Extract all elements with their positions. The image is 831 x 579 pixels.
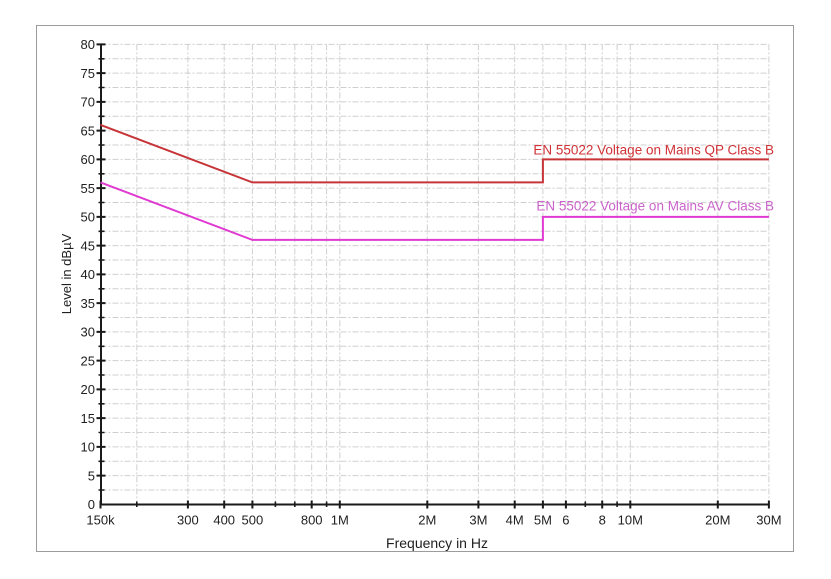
svg-text:800: 800	[301, 513, 323, 528]
svg-text:4M: 4M	[506, 513, 524, 528]
svg-text:2M: 2M	[418, 513, 436, 528]
svg-text:30M: 30M	[756, 513, 781, 528]
svg-text:5: 5	[88, 468, 95, 483]
svg-text:75: 75	[81, 66, 95, 81]
svg-text:25: 25	[81, 353, 95, 368]
svg-text:10: 10	[81, 440, 95, 455]
svg-text:40: 40	[81, 267, 95, 282]
svg-text:15: 15	[81, 411, 95, 426]
svg-text:70: 70	[81, 95, 95, 110]
svg-text:60: 60	[81, 152, 95, 167]
svg-text:EN 55022 Voltage on Mains AV C: EN 55022 Voltage on Mains AV Class B	[536, 199, 774, 214]
svg-text:30: 30	[81, 325, 95, 340]
svg-text:EN 55022 Voltage on Mains QP C: EN 55022 Voltage on Mains QP Class B	[533, 142, 774, 157]
svg-text:65: 65	[81, 123, 95, 138]
svg-text:0: 0	[88, 497, 95, 512]
svg-text:300: 300	[177, 513, 199, 528]
svg-text:400: 400	[213, 513, 235, 528]
svg-text:Level in dBµV: Level in dBµV	[59, 233, 74, 314]
svg-text:45: 45	[81, 238, 95, 253]
svg-text:10M: 10M	[618, 513, 643, 528]
svg-text:50: 50	[81, 210, 95, 225]
svg-text:20: 20	[81, 382, 95, 397]
svg-text:35: 35	[81, 296, 95, 311]
svg-text:1M: 1M	[331, 513, 349, 528]
svg-text:80: 80	[81, 37, 95, 52]
svg-text:20M: 20M	[705, 513, 730, 528]
svg-text:55: 55	[81, 181, 95, 196]
svg-text:8: 8	[599, 513, 606, 528]
svg-text:6: 6	[562, 513, 569, 528]
svg-text:5M: 5M	[534, 513, 552, 528]
svg-text:Frequency in Hz: Frequency in Hz	[386, 535, 488, 551]
svg-text:150k: 150k	[86, 513, 115, 528]
svg-text:500: 500	[242, 513, 264, 528]
svg-text:3M: 3M	[469, 513, 487, 528]
